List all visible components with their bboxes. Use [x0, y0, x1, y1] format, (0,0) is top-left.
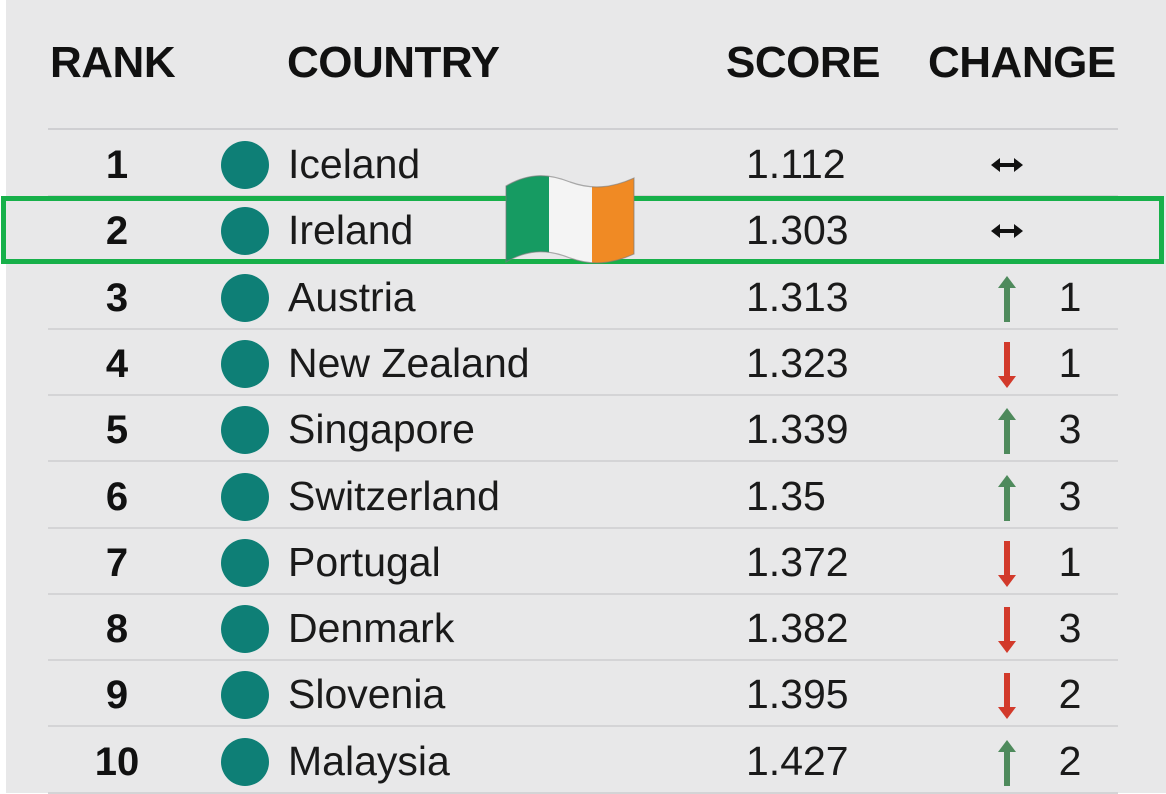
up-arrow-icon	[985, 402, 1029, 458]
status-dot-icon	[221, 339, 269, 388]
table-row: 6 Switzerland 1.35 3	[0, 463, 1166, 529]
country-cell: Slovenia	[288, 671, 446, 718]
status-dot-icon	[221, 273, 269, 322]
change-cell: 1	[1058, 273, 1082, 320]
status-dot-icon	[221, 605, 269, 654]
table-row: 10 Malaysia 1.427 2	[0, 728, 1166, 794]
status-dot-icon	[221, 671, 269, 720]
change-cell: 2	[1058, 737, 1082, 784]
ireland-flag-icon	[500, 168, 640, 272]
row-divider	[48, 460, 1118, 463]
score-cell: 1.303	[746, 207, 849, 254]
table-row: 4 New Zealand 1.323 1	[0, 330, 1166, 396]
rank-cell: 3	[105, 275, 129, 320]
rank-cell: 7	[105, 540, 129, 585]
score-cell: 1.427	[746, 737, 849, 784]
row-divider	[48, 592, 1118, 595]
status-dot-icon	[221, 406, 269, 455]
country-cell: Singapore	[288, 406, 475, 453]
country-cell: Iceland	[288, 141, 421, 187]
change-cell: 3	[1058, 472, 1082, 519]
rank-cell: 10	[94, 739, 140, 784]
row-divider	[48, 659, 1118, 662]
header-country: COUNTRY	[287, 38, 500, 87]
down-arrow-icon	[985, 336, 1029, 392]
no-change-arrow-icon	[985, 203, 1029, 259]
change-cell: 1	[1058, 339, 1082, 386]
header-divider	[48, 128, 1118, 130]
down-arrow-icon	[985, 601, 1029, 657]
rank-cell: 9	[105, 673, 129, 718]
score-cell: 1.395	[746, 671, 849, 718]
table-row: 7 Portugal 1.372 1	[0, 529, 1166, 595]
up-arrow-icon	[985, 270, 1029, 326]
rank-cell: 4	[105, 341, 129, 386]
no-change-arrow-icon	[985, 137, 1029, 193]
down-arrow-icon	[985, 667, 1029, 723]
status-dot-icon	[221, 141, 269, 189]
header-change: CHANGE	[928, 38, 1116, 87]
country-cell: Portugal	[288, 538, 441, 585]
rank-cell: 1	[105, 143, 129, 187]
country-cell: Austria	[288, 273, 416, 320]
country-cell: Ireland	[288, 207, 414, 254]
country-cell: Switzerland	[288, 472, 500, 519]
row-divider	[48, 327, 1118, 330]
score-cell: 1.339	[746, 406, 849, 453]
header-rank: RANK	[50, 38, 176, 87]
country-cell: Malaysia	[288, 737, 450, 784]
country-cell: Denmark	[288, 605, 455, 652]
score-cell: 1.372	[746, 538, 849, 585]
row-divider	[48, 526, 1118, 529]
rank-cell: 6	[105, 474, 129, 519]
change-cell: 3	[1058, 406, 1082, 453]
table-row: 8 Denmark 1.382 3	[0, 595, 1166, 662]
score-cell: 1.35	[746, 472, 826, 519]
score-cell: 1.323	[746, 339, 849, 386]
score-cell: 1.382	[746, 605, 849, 652]
rank-cell: 8	[105, 607, 129, 652]
status-dot-icon	[221, 207, 269, 256]
score-cell: 1.313	[746, 273, 849, 320]
status-dot-icon	[221, 538, 269, 587]
up-arrow-icon	[985, 734, 1029, 790]
status-dot-icon	[221, 737, 269, 786]
header-score: SCORE	[726, 38, 880, 87]
change-cell: 1	[1058, 538, 1082, 585]
rank-cell: 5	[105, 408, 129, 453]
country-cell: New Zealand	[288, 339, 530, 386]
down-arrow-icon	[985, 535, 1029, 591]
up-arrow-icon	[985, 469, 1029, 525]
score-cell: 1.112	[746, 141, 846, 187]
row-divider	[48, 725, 1118, 728]
row-divider	[48, 393, 1118, 396]
table-row: 9 Slovenia 1.395 2	[0, 661, 1166, 728]
rank-cell: 2	[105, 209, 129, 254]
change-cell: 3	[1058, 605, 1082, 652]
table-row: 3 Austria 1.313 1	[0, 264, 1166, 330]
change-cell: 2	[1058, 671, 1082, 718]
table-row: 5 Singapore 1.339 3	[0, 396, 1166, 463]
status-dot-icon	[221, 472, 269, 521]
